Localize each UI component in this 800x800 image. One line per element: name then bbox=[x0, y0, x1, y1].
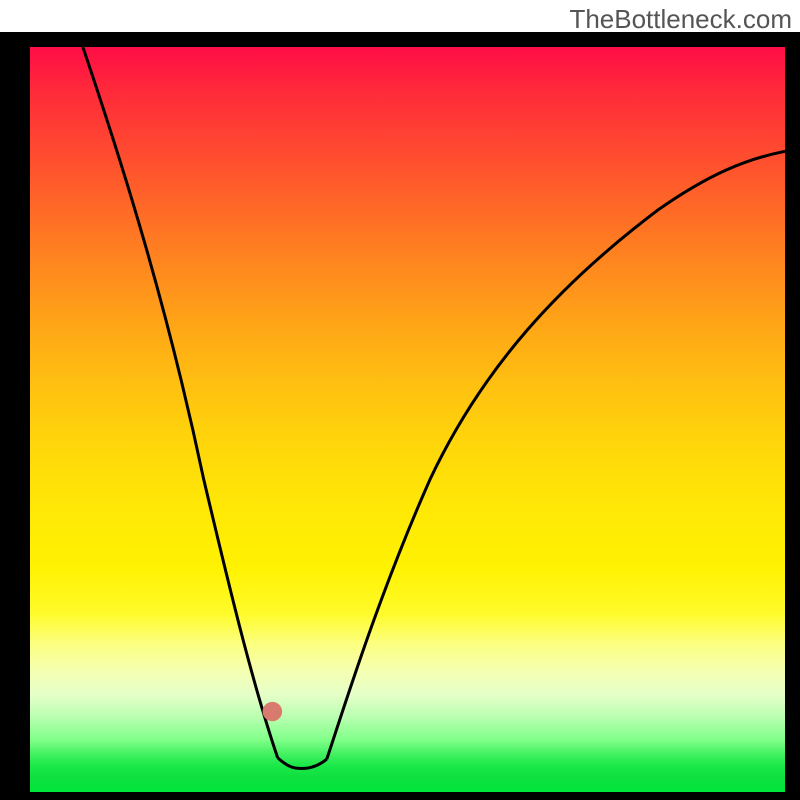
curve-right-branch bbox=[327, 151, 785, 759]
chart-container: TheBottleneck.com bbox=[0, 0, 800, 800]
curve-valley-floor bbox=[278, 758, 327, 769]
curve-left-branch bbox=[83, 47, 278, 758]
bottleneck-curve-svg bbox=[30, 47, 785, 792]
watermark-text: TheBottleneck.com bbox=[569, 4, 792, 35]
chart-frame bbox=[0, 32, 800, 800]
marker-dot-left bbox=[263, 702, 283, 721]
